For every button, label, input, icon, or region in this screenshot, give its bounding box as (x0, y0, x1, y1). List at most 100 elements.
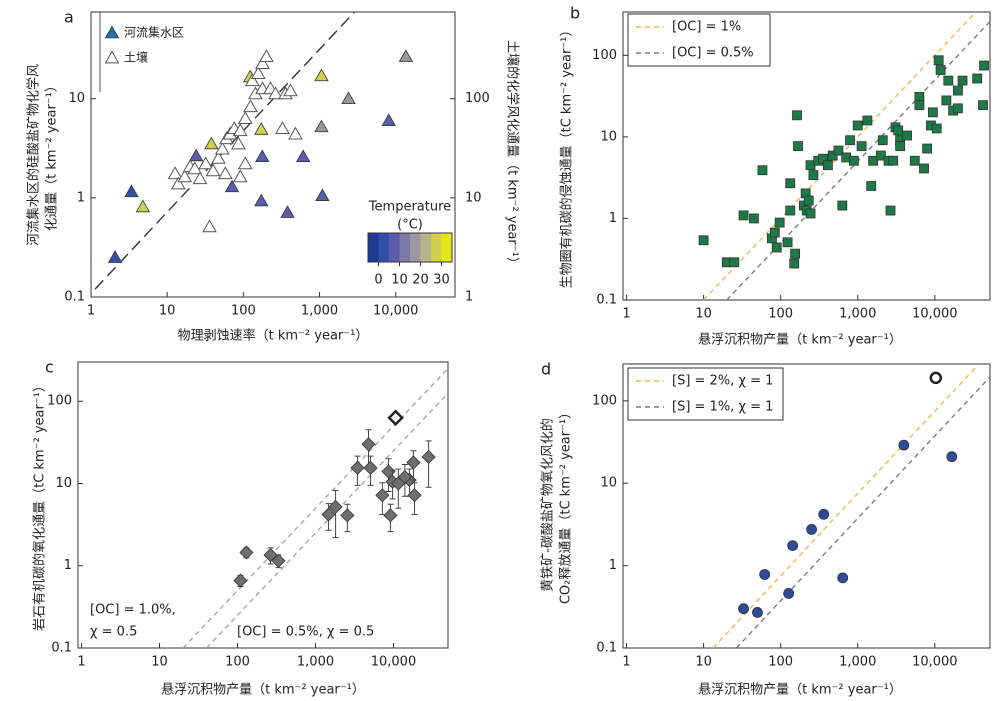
y-tick-label: 0.1 (64, 290, 85, 305)
square-marker (957, 75, 968, 86)
diamond-marker (340, 508, 355, 523)
x-tick-label: 10 (695, 655, 712, 670)
triangle-marker (187, 161, 203, 175)
reference-line (182, 368, 448, 648)
triangle-marker (124, 184, 139, 198)
x-tick-label: 100 (231, 304, 256, 319)
legend-label: [S] = 1%, χ = 1 (672, 400, 773, 415)
reference-line (703, 12, 977, 300)
triangle-marker (192, 171, 208, 185)
square-marker (848, 155, 859, 166)
legend-label: 土壤 (124, 50, 148, 65)
x-tick-label: 10 (695, 307, 712, 322)
square-marker (729, 257, 740, 268)
triangle-marker (243, 99, 258, 113)
x-tick-label: 1 (87, 304, 95, 319)
panel-label: b (570, 4, 580, 23)
line-annotation: [OC] = 0.5%, χ = 0.5 (237, 625, 374, 640)
reference-line (205, 392, 448, 648)
triangle-marker (232, 169, 248, 183)
colorbar-block (441, 233, 453, 262)
colorbar-title: Temperature (368, 200, 451, 215)
square-marker (933, 55, 944, 66)
triangle-marker (104, 25, 120, 39)
triangle-marker (283, 83, 298, 97)
triangle-marker (214, 141, 230, 155)
legend-label: 河流集水区 (124, 25, 184, 40)
square-marker (868, 155, 879, 166)
triangle-marker (381, 113, 396, 127)
diamond-marker (387, 409, 404, 427)
y-tick-label: 10 (600, 476, 617, 491)
x-tick-label: 1,000 (301, 304, 338, 319)
square-marker (972, 73, 983, 84)
triangle-marker (341, 91, 356, 105)
triangle-marker (237, 156, 253, 170)
x-tick-label: 1 (622, 307, 630, 322)
square-marker (769, 227, 780, 238)
square-marker (790, 248, 801, 259)
colorbar-tick-label: 10 (391, 273, 408, 288)
y-tick-label: 0.1 (596, 293, 617, 308)
square-marker (862, 115, 873, 126)
triangle-marker (231, 136, 246, 150)
square-marker (885, 205, 896, 216)
triangle-marker (280, 205, 295, 218)
square-marker (805, 208, 816, 219)
colorbar-tick-label: 0 (374, 273, 382, 288)
diamond-marker (361, 437, 376, 452)
square-marker (789, 258, 800, 269)
triangle-marker (198, 156, 214, 170)
triangle-marker (275, 121, 290, 134)
diamond-marker (407, 488, 422, 503)
colorbar-block (410, 233, 421, 262)
colorbar-block (431, 233, 442, 262)
triangle-marker (135, 199, 151, 213)
square-marker (785, 178, 796, 189)
triangle-marker (314, 68, 329, 82)
line-annotation: [OC] = 1.0%, (90, 603, 176, 618)
y-tick-label: 0.1 (596, 641, 617, 656)
diamond-marker (233, 573, 248, 588)
x-tick-label: 100 (768, 655, 793, 670)
square-marker (877, 135, 888, 146)
panel-label: a (64, 8, 74, 27)
legend-label: [OC] = 0.5% (672, 46, 754, 61)
triangle-marker (177, 169, 193, 183)
diamond-marker (397, 469, 412, 485)
panel-label: c (45, 358, 54, 377)
x-tick-label: 100 (768, 307, 793, 322)
square-marker (856, 141, 867, 152)
diamond-marker (383, 508, 398, 523)
square-marker (698, 235, 709, 246)
colorbar-frame (367, 232, 453, 263)
diamond-marker (263, 547, 278, 563)
plot-frame (90, 11, 456, 298)
circle-marker (946, 451, 958, 463)
x-tick-label: 1,000 (839, 307, 876, 322)
y2-tick-label: 100 (465, 91, 490, 106)
square-marker (757, 165, 768, 176)
triangle-marker (259, 49, 274, 63)
x-tick-label: 1 (77, 655, 85, 670)
diamond-marker (350, 460, 365, 475)
legend-box (627, 13, 771, 67)
circle-marker (738, 603, 749, 615)
square-marker (927, 107, 938, 118)
x-tick-label: 1 (622, 655, 630, 670)
square-marker (888, 155, 899, 166)
triangle-marker (170, 176, 186, 190)
diamond-marker (271, 553, 286, 568)
x-tick-label: 10,000 (373, 304, 419, 319)
square-marker (953, 85, 963, 96)
triangle-marker (255, 56, 270, 70)
y-axis-label: 化通量（t km⁻² year⁻¹） (45, 79, 60, 231)
square-marker (793, 141, 803, 152)
diamond-marker (421, 449, 436, 465)
diamond-marker (239, 545, 254, 560)
triangle-marker (211, 150, 226, 164)
square-marker (866, 181, 877, 191)
y-tick-label: 1 (609, 558, 617, 573)
y-axis-label: 黄铁矿-碳酸盐矿物氧化风化的 (540, 418, 556, 592)
